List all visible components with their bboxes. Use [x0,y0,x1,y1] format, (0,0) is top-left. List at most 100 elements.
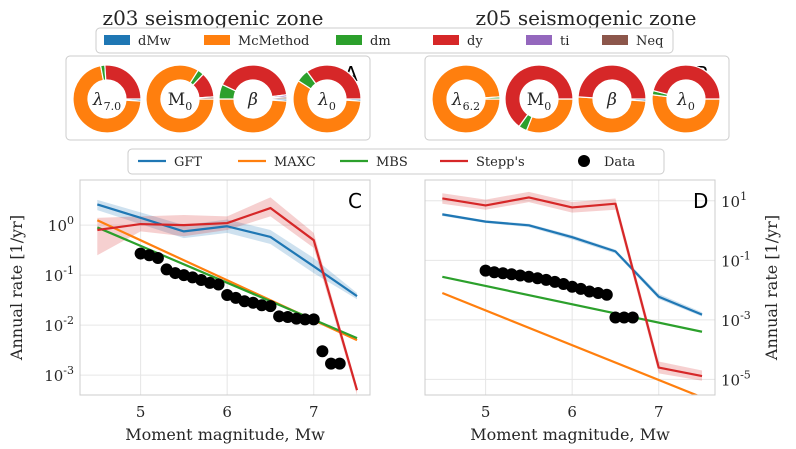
y-tick-label: 10-3 [721,309,751,330]
chart-c: 5 6 7 Moment magnitude, Mw 100 10-1 10-2 10-3 An… [7,179,371,444]
x-tick-label: 6 [567,403,577,421]
legend-swatch-dm [336,35,362,45]
data-point [255,299,268,312]
donut-slice-dy [104,64,142,100]
data-point [299,313,312,326]
legend-label-dy: dy [467,34,483,49]
donut-panel-b-frame [424,55,730,141]
legend-swatch-dy [433,35,459,45]
plot-frame [79,179,371,396]
x-tick-label: 5 [481,403,491,421]
plot-frame [424,179,716,396]
legend-label-stepps: Stepp's [476,155,525,170]
legend-label-mcmethod: McMethod [238,34,309,49]
x-axis-label: Moment magnitude, Mw [125,425,325,444]
plot-area [80,180,370,395]
x-axis-label: Moment magnitude, Mw [470,425,670,444]
donut-slice-dm [484,96,501,100]
legend-label-gft: GFT [174,155,202,170]
legend-marker-data [578,155,590,167]
legend-swatch-ti [526,35,552,45]
x-tick-label: 6 [222,403,232,421]
mid-legend: GFT MAXC MBS Stepp's Data [127,148,665,175]
donut-slice-neq [271,96,288,100]
data-point [600,288,613,301]
donut-label: β [247,90,258,110]
donut-slice-dy [221,64,288,98]
donut-label: λ6.2 [451,90,480,113]
top-legend: dMw McMethod dm dy ti Neq [95,27,674,54]
donut-slice-dy [504,64,574,128]
donut-b-1: λ6.2 [431,64,501,134]
donut-b-3: β [577,64,647,134]
y-tick-label: 10-3 [44,364,74,385]
plot-series [441,191,703,395]
donut-b-4: λ0 [651,64,721,134]
donut-a-1: λ7.0 [72,64,142,134]
y-tick-label: 101 [721,190,747,211]
donut-slice-dy [306,64,362,100]
legend-swatch-dmw [104,35,130,45]
legend-label-data: Data [604,155,635,170]
donut-b-2: M0 [504,64,574,134]
panel-letter-c: C [348,189,362,213]
data-point [316,345,329,358]
data-point [618,311,631,324]
panel-letter-d: D [693,189,708,213]
donut-label: λ7.0 [92,90,121,113]
donut-slice-mcmethod [292,79,362,134]
line-stepps [442,196,703,378]
legend-label-maxc: MAXC [274,155,316,170]
data-point [212,278,225,291]
donut-slice-dy [652,64,721,100]
line-mbs [442,275,703,333]
x-tick-label: 5 [136,403,146,421]
mid-legend-frame [127,148,665,175]
title-z05: z05 seismogenic zone [476,6,697,30]
legend-label-neq: Neq [636,34,663,49]
donut-a-3: β [218,64,288,134]
donut-a-4: λ0 [292,64,362,134]
data-point [609,311,622,324]
y-tick-label: 10-2 [44,314,74,335]
legend-label-dm: dm [370,34,391,49]
data-point [151,252,164,265]
data-point [325,357,338,370]
top-legend-frame [95,27,674,54]
donut-label: λ0 [676,90,695,113]
donut-slice-neq [198,96,215,100]
legend-label-ti: ti [560,34,569,49]
legend-label-mbs: MBS [376,155,408,170]
donut-label: λ0 [317,90,336,113]
chart-d: 5 6 7 Moment magnitude, Mw 101 10-1 10-3 10-5 An… [424,179,781,444]
line-gft [96,203,358,298]
legend-swatch-mcmethod [204,35,230,45]
data-point [290,312,303,325]
y-axis-label: Annual rate [1/yr] [762,215,781,361]
line-gft [442,213,703,316]
data-point [264,300,277,313]
donut-panel-a-frame [65,55,371,141]
donut-slice-mcmethod [431,64,501,134]
donut-slice-mcmethod [218,98,288,134]
data-point [333,357,346,370]
donut-a-2: M0 [145,64,215,134]
line-maxc [441,291,700,395]
plot-series [96,197,359,395]
y-tick-label: 100 [48,214,74,235]
donut-label: M0 [527,90,551,113]
donut-label: M0 [168,90,192,113]
y-axis-label: Annual rate [1/yr] [7,215,26,361]
donut-label: β [606,90,617,110]
x-tick-label: 7 [654,403,664,421]
data-point [626,311,639,324]
title-z03: z03 seismogenic zone [103,6,324,30]
y-tick-label: 10-1 [721,249,751,270]
legend-swatch-neq [602,35,628,45]
donut-slice-dy [577,64,647,100]
band-stepps [97,197,358,395]
legend-label-dmw: dMw [138,34,171,49]
donut-slice-mcmethod [577,96,647,134]
